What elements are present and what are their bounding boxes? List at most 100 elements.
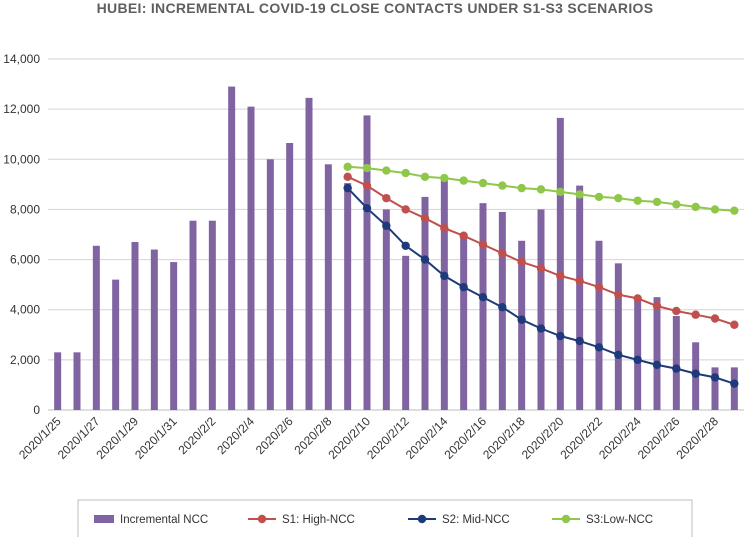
- y-tick-label: 12,000: [3, 102, 40, 116]
- legend-marker: [561, 514, 571, 524]
- data-point: [459, 176, 468, 185]
- legend-box: [77, 499, 693, 537]
- y-tick-label: 2,000: [10, 353, 40, 367]
- data-point: [594, 192, 604, 202]
- legend-item: Incremental NCC: [94, 514, 208, 526]
- data-point: [633, 355, 642, 365]
- data-point: [691, 202, 700, 212]
- legend-label: S2: Mid-NCC: [442, 514, 510, 526]
- data-point: [440, 271, 449, 281]
- data-point: [382, 193, 391, 203]
- series-s3-low-ncc: [343, 162, 739, 215]
- legend-label: S1: High-NCC: [282, 514, 355, 526]
- data-point: [382, 166, 391, 175]
- x-tick-label: 2020/1/31: [132, 414, 180, 462]
- data-point: [536, 185, 546, 194]
- lines-layer: [343, 162, 739, 388]
- data-point: [440, 173, 449, 183]
- data-point: [362, 203, 372, 213]
- bar: [711, 367, 719, 410]
- bar: [324, 164, 332, 410]
- bar: [382, 209, 390, 410]
- data-point: [710, 314, 720, 323]
- data-point: [594, 282, 604, 292]
- data-point: [575, 336, 584, 346]
- data-point: [401, 168, 410, 178]
- data-point: [575, 190, 584, 199]
- bar: [614, 263, 622, 410]
- bar: [112, 279, 120, 410]
- legend-item: S2: Mid-NCC: [408, 514, 510, 526]
- bar: [634, 298, 642, 410]
- legend-marker: [417, 514, 427, 524]
- data-point: [517, 257, 526, 267]
- y-tick-label: 8,000: [10, 202, 40, 216]
- bar: [73, 352, 81, 410]
- bar: [402, 255, 410, 410]
- data-point: [362, 181, 372, 190]
- series-s1-high-ncc: [343, 172, 739, 329]
- legend-item: S1: High-NCC: [248, 514, 355, 526]
- data-point: [575, 276, 584, 286]
- bars-layer: [54, 86, 738, 411]
- bar: [537, 209, 545, 410]
- bar: [266, 159, 274, 410]
- data-point: [459, 231, 468, 240]
- bar: [150, 249, 158, 410]
- bar: [189, 220, 197, 410]
- chart-title: HUBEI: INCREMENTAL COVID-19 CLOSE CONTAC…: [97, 0, 654, 16]
- legend-marker: [257, 514, 267, 524]
- data-point: [401, 241, 410, 250]
- data-point: [710, 373, 720, 382]
- bar: [286, 142, 294, 410]
- x-tick-label: 2020/2/4: [214, 414, 257, 457]
- x-tick-label: 2020/2/6: [253, 414, 296, 457]
- bar: [595, 240, 603, 410]
- data-point: [672, 306, 681, 316]
- data-point: [420, 172, 430, 182]
- data-point: [672, 200, 681, 209]
- data-point: [730, 379, 739, 388]
- bar: [92, 245, 100, 410]
- data-point: [614, 350, 623, 360]
- data-point: [440, 224, 449, 233]
- bar: [247, 106, 255, 410]
- legend: Incremental NCC S1: High-NCC S2: Mid-NCC S3…: [77, 499, 693, 537]
- bar: [672, 315, 680, 410]
- data-point: [710, 205, 720, 214]
- legend-label: S3:Low-NCC: [586, 514, 653, 526]
- data-point: [478, 292, 488, 302]
- data-point: [614, 193, 623, 203]
- data-point: [401, 205, 410, 214]
- bar: [518, 240, 526, 410]
- data-point: [420, 255, 430, 264]
- grid-layer: [48, 58, 744, 411]
- data-point: [633, 294, 642, 303]
- bar: [54, 352, 62, 410]
- bar: [460, 233, 468, 410]
- legend-label: Incremental NCC: [120, 514, 208, 526]
- data-point: [691, 369, 700, 378]
- bar: [440, 178, 448, 410]
- bar: [421, 196, 429, 410]
- bar: [305, 97, 313, 410]
- y-tick-label: 6,000: [10, 253, 40, 267]
- data-point: [517, 315, 526, 324]
- data-point: [478, 240, 488, 249]
- bar: [653, 297, 661, 410]
- data-point: [478, 178, 488, 188]
- series-s2-mid-ncc: [343, 183, 739, 388]
- data-point: [343, 183, 352, 193]
- data-point: [594, 343, 604, 352]
- data-point: [556, 271, 565, 281]
- data-point: [420, 214, 430, 223]
- data-point: [536, 264, 546, 273]
- data-point: [633, 196, 642, 205]
- data-point: [343, 172, 352, 182]
- y-axis-ticks: 0 2,000 4,000 6,000 8,000 10,000 12,000 14,000: [3, 52, 40, 417]
- y-tick-label: 10,000: [3, 152, 40, 166]
- x-tick-label: 2020/2/28: [673, 414, 721, 462]
- data-point: [652, 197, 662, 207]
